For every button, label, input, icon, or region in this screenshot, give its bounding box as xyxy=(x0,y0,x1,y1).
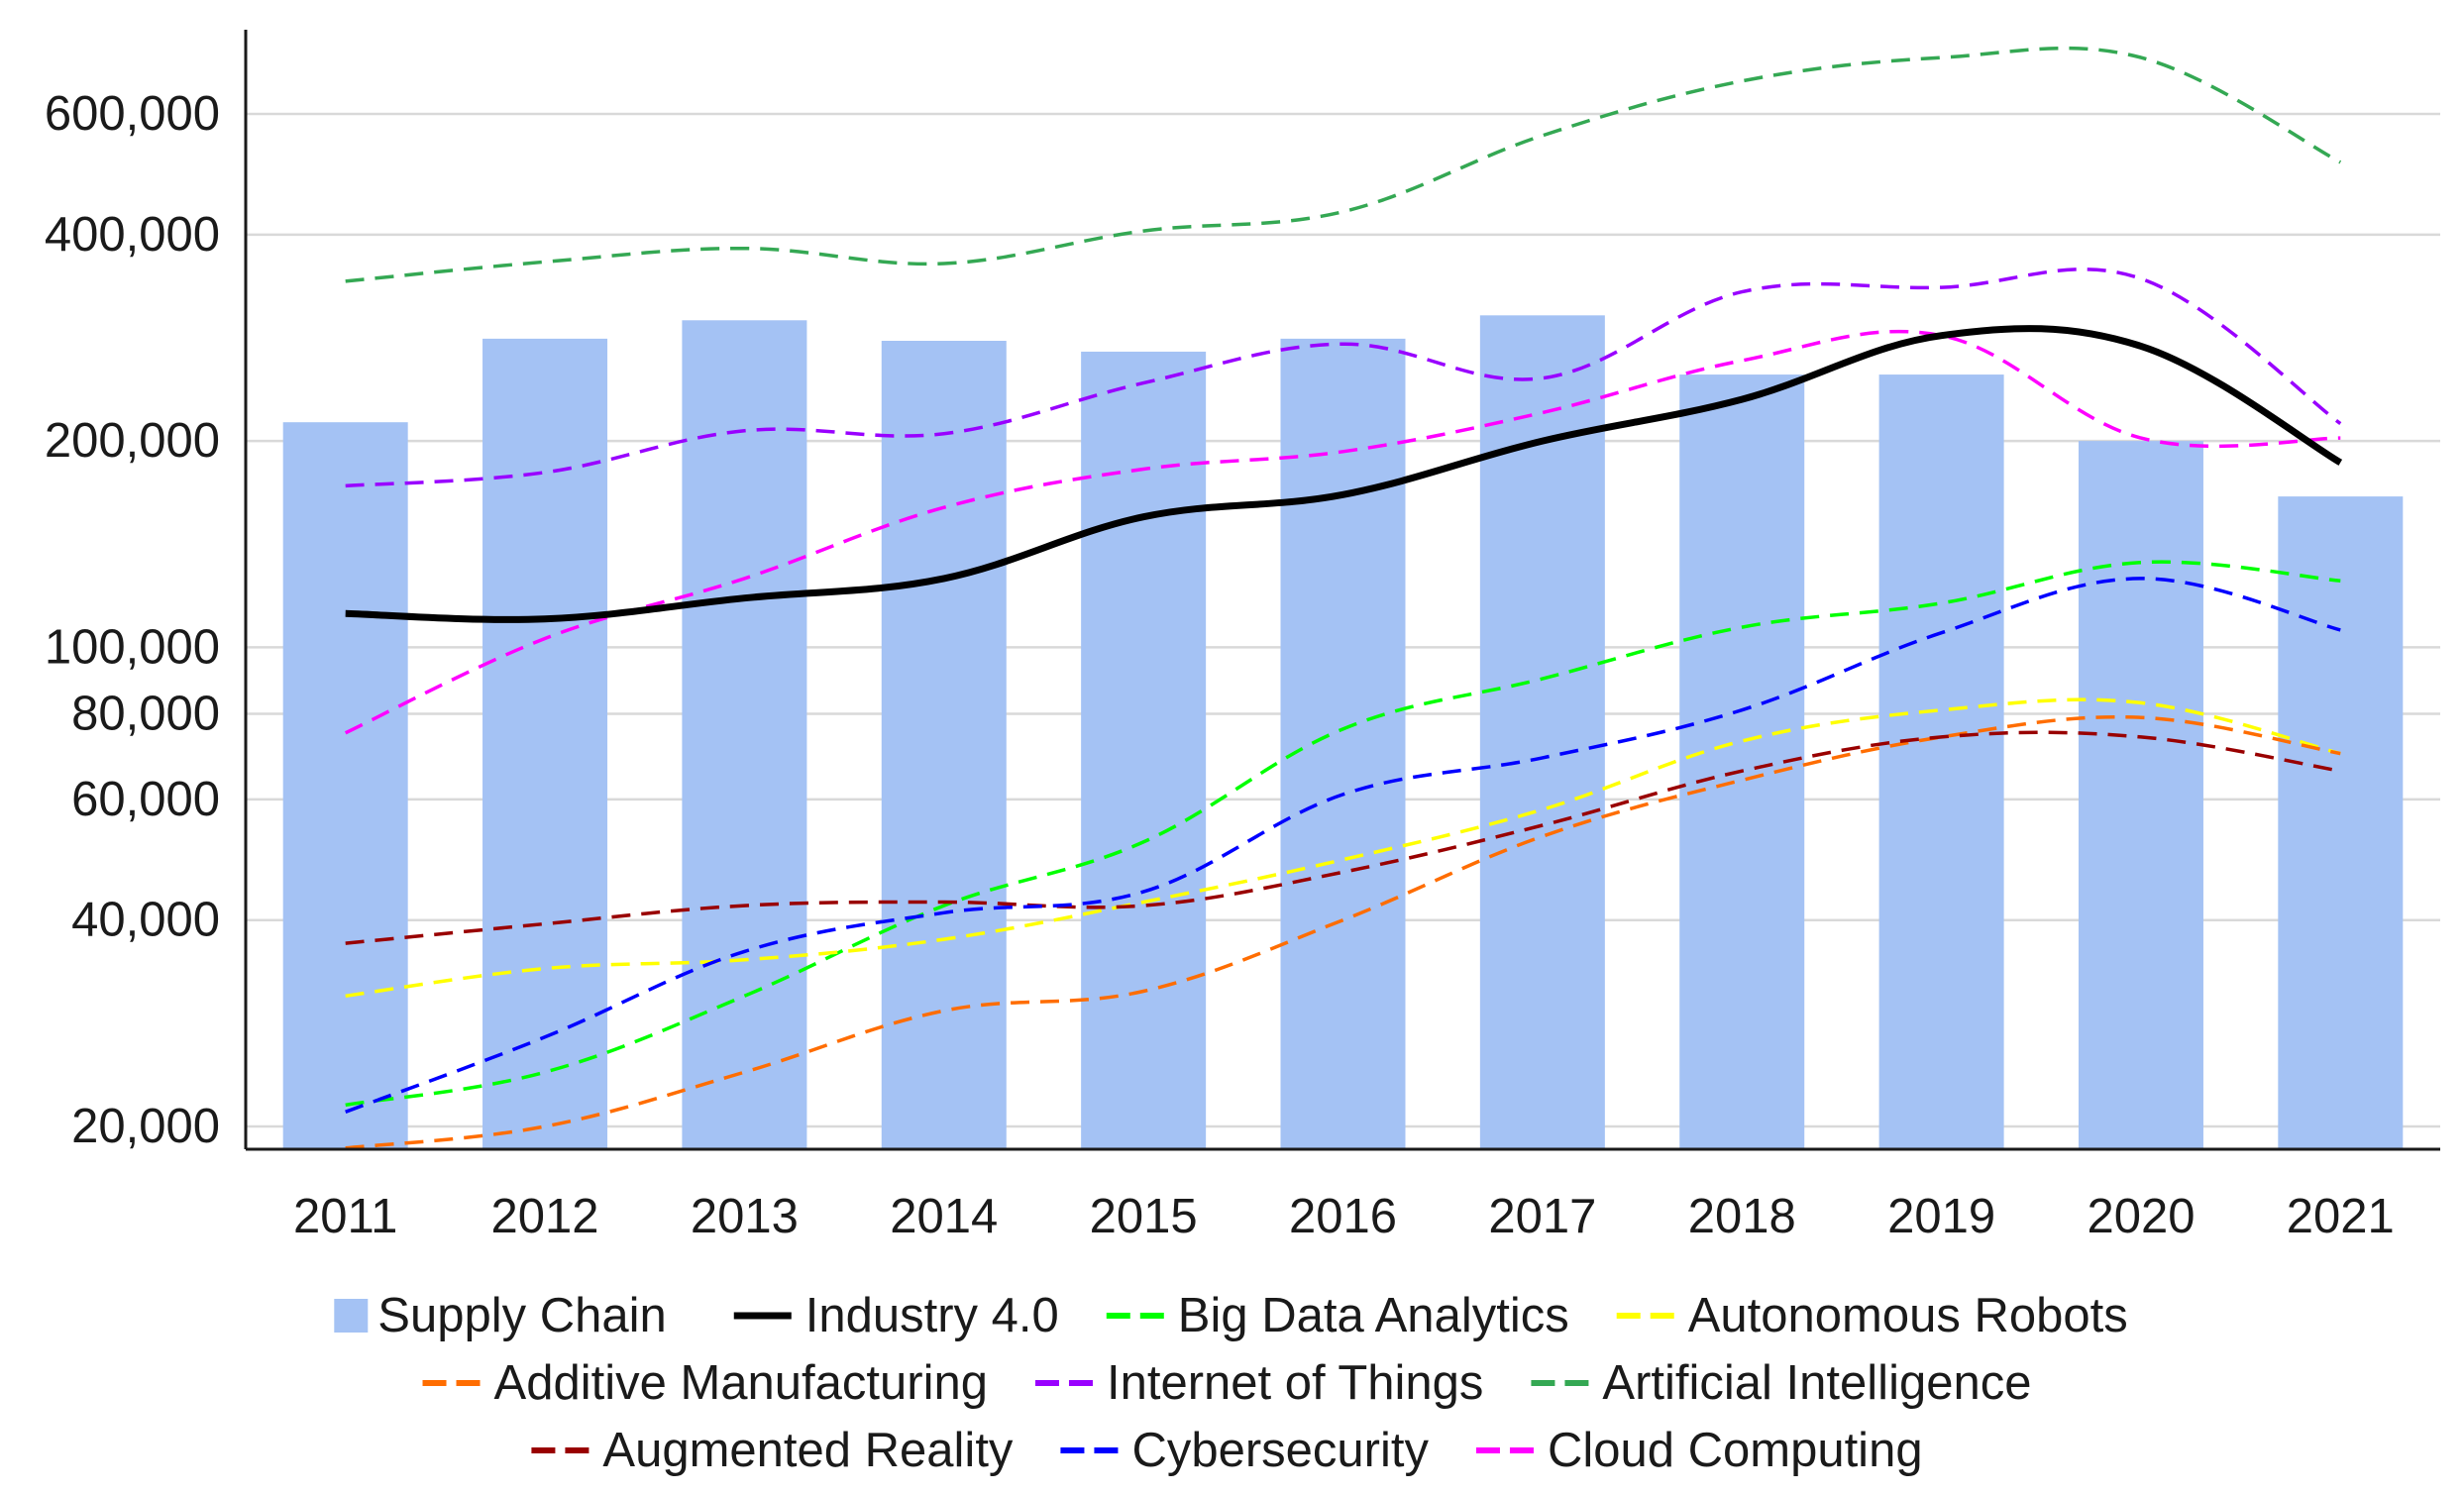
x-tick-label: 2015 xyxy=(1090,1190,1198,1243)
legend-label-artificial-intelligence: Artificial Intelligence xyxy=(1602,1356,2031,1410)
line-additive-manufacturing xyxy=(345,714,2341,1150)
x-tick-label: 2011 xyxy=(293,1190,397,1243)
line-cybersecurity xyxy=(345,577,2341,1114)
y-tick-label: 60,000 xyxy=(71,773,220,826)
legend: Supply Chain Industry 4.0 Big Data Analyti… xyxy=(334,1289,2128,1477)
y-tick-label: 40,000 xyxy=(71,894,220,947)
x-tick-label: 2013 xyxy=(691,1190,799,1243)
legend-label-autonomous-robots: Autonomous Robots xyxy=(1688,1289,2128,1342)
bar-supply-chain-2012 xyxy=(482,338,608,1150)
bar-supply-chain-2011 xyxy=(282,422,408,1149)
legend-label-augmented-reality: Augmented Reality xyxy=(602,1424,1014,1477)
legend-label-additive-manufacturing: Additive Manufacturing xyxy=(494,1356,988,1410)
y-tick-label: 100,000 xyxy=(45,620,220,674)
line-autonomous-robots xyxy=(345,697,2341,999)
x-tick-label: 2020 xyxy=(2087,1190,2195,1243)
bar-supply-chain-2015 xyxy=(1081,351,1207,1150)
y-axis-tick-labels: 20,000 40,000 60,000 80,000 100,000 200,000 40… xyxy=(45,87,220,1153)
x-tick-label: 2017 xyxy=(1488,1190,1596,1243)
legend-label-supply-chain: Supply Chain xyxy=(377,1289,666,1342)
line-artificial-intelligence xyxy=(345,46,2342,283)
x-tick-label: 2016 xyxy=(1289,1190,1397,1243)
bar-supply-chain-2013 xyxy=(682,320,807,1149)
line-big-data-analytics xyxy=(345,560,2341,1108)
bar-supply-chain-2016 xyxy=(1280,338,1406,1150)
x-tick-label: 2021 xyxy=(2287,1190,2395,1243)
x-tick-label: 2019 xyxy=(1887,1190,1995,1243)
line-internet-of-things xyxy=(345,267,2342,488)
line-cloud-computing xyxy=(344,329,2341,735)
y-tick-label: 200,000 xyxy=(45,414,220,468)
line-series-group xyxy=(344,46,2343,1150)
bar-supply-chain-2014 xyxy=(881,341,1007,1150)
bar-supply-chain-2020 xyxy=(2078,441,2203,1150)
y-tick-label: 400,000 xyxy=(45,208,220,262)
legend-label-internet-of-things: Internet of Things xyxy=(1107,1356,1483,1410)
legend-label-cloud-computing: Cloud Computing xyxy=(1548,1424,1923,1477)
legend-label-cybersecurity: Cybersecurity xyxy=(1131,1424,1429,1477)
bar-supply-chain-2021 xyxy=(2278,496,2404,1150)
bar-series-supply-chain xyxy=(282,315,2404,1150)
legend-label-industry-4-0: Industry 4.0 xyxy=(805,1289,1059,1342)
x-tick-label: 2012 xyxy=(491,1190,599,1243)
x-tick-label: 2018 xyxy=(1688,1190,1796,1243)
line-industry-4-0 xyxy=(345,325,2343,623)
y-tick-label: 80,000 xyxy=(71,687,220,740)
axes xyxy=(244,30,2440,1151)
y-tick-label: 600,000 xyxy=(45,87,220,141)
legend-label-big-data-analytics: Big Data Analytics xyxy=(1178,1289,1569,1342)
line-augmented-reality xyxy=(345,730,2341,945)
legend-swatch-supply-chain xyxy=(334,1299,369,1333)
bar-supply-chain-2019 xyxy=(1878,374,2004,1149)
x-axis-tick-labels: 2011 2012 2013 2014 2015 2016 2017 2018 2019 2020… xyxy=(293,1190,2395,1243)
y-tick-label: 20,000 xyxy=(71,1100,220,1153)
x-tick-label: 2014 xyxy=(890,1190,998,1243)
